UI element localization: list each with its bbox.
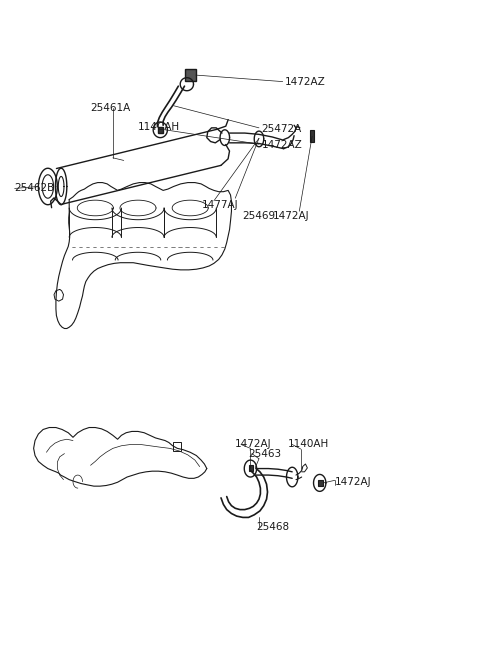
Text: 25472A: 25472A [261,124,301,133]
Text: 25468: 25468 [257,522,290,532]
Bar [318,480,323,486]
Text: 1472AZ: 1472AZ [285,78,326,87]
Bar [250,465,253,470]
Text: 25461A: 25461A [91,103,131,113]
Text: 25463: 25463 [249,449,282,459]
Bar [185,69,196,81]
Bar [173,442,181,451]
Text: 1472AZ: 1472AZ [261,140,302,150]
Text: 114CAH: 114CAH [138,122,180,131]
Text: 25462B: 25462B [14,183,55,193]
Text: 1472AJ: 1472AJ [335,476,372,487]
Text: 1472AJ: 1472AJ [273,212,310,221]
Bar [310,131,314,142]
Bar [158,127,163,133]
Text: 25469: 25469 [242,212,276,221]
Text: 1140AH: 1140AH [288,440,329,449]
Text: 1477AJ: 1477AJ [202,200,239,210]
Text: 1472AJ: 1472AJ [235,440,272,449]
